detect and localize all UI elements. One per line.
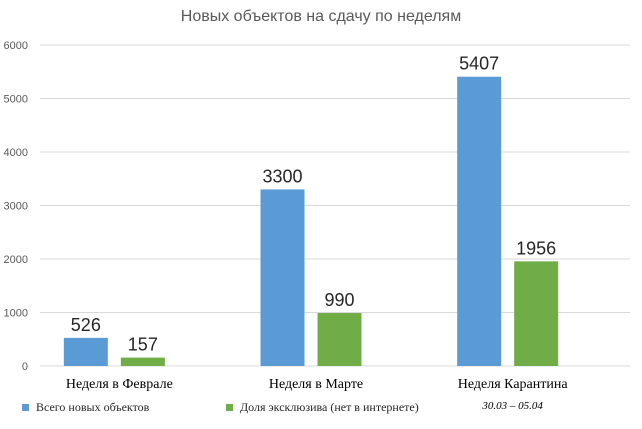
y-tick-label: 3000 bbox=[4, 201, 28, 213]
data-label: 1956 bbox=[516, 238, 556, 258]
legend-swatch-exclusive bbox=[226, 404, 233, 411]
category-sublabel: 30.03 – 05.04 bbox=[481, 400, 543, 412]
y-tick-label: 4000 bbox=[4, 147, 28, 159]
bar bbox=[317, 313, 362, 366]
bar bbox=[457, 76, 502, 367]
y-tick-label: 5000 bbox=[4, 94, 28, 106]
category-label: Неделя в Феврале bbox=[66, 377, 173, 392]
legend-swatch-total bbox=[22, 404, 29, 411]
data-label: 990 bbox=[324, 290, 354, 310]
bar bbox=[63, 337, 108, 366]
data-label: 157 bbox=[128, 335, 158, 355]
bar bbox=[514, 261, 559, 366]
data-label: 3300 bbox=[262, 166, 302, 186]
legend-label-total: Всего новых объектов bbox=[36, 400, 150, 414]
legend-item-series-1: Доля эксклюзива (нет в интернете) bbox=[226, 400, 419, 415]
y-tick-label: 0 bbox=[22, 361, 28, 373]
y-tick-label: 1000 bbox=[4, 308, 28, 320]
y-tick-label: 6000 bbox=[4, 40, 28, 52]
data-label: 5407 bbox=[459, 54, 499, 74]
category-label: Неделя Карантина bbox=[458, 377, 569, 392]
data-label: 526 bbox=[71, 315, 101, 335]
bar bbox=[120, 357, 165, 366]
bar bbox=[260, 189, 305, 366]
chart-title: Новых объектов на сдачу по неделям bbox=[180, 8, 462, 25]
legend-item-series-0: Всего новых объектов bbox=[22, 400, 149, 415]
y-tick-label: 2000 bbox=[4, 254, 28, 266]
category-label: Неделя в Марте bbox=[269, 377, 363, 392]
legend-label-exclusive: Доля эксклюзива (нет в интернете) bbox=[240, 400, 419, 414]
